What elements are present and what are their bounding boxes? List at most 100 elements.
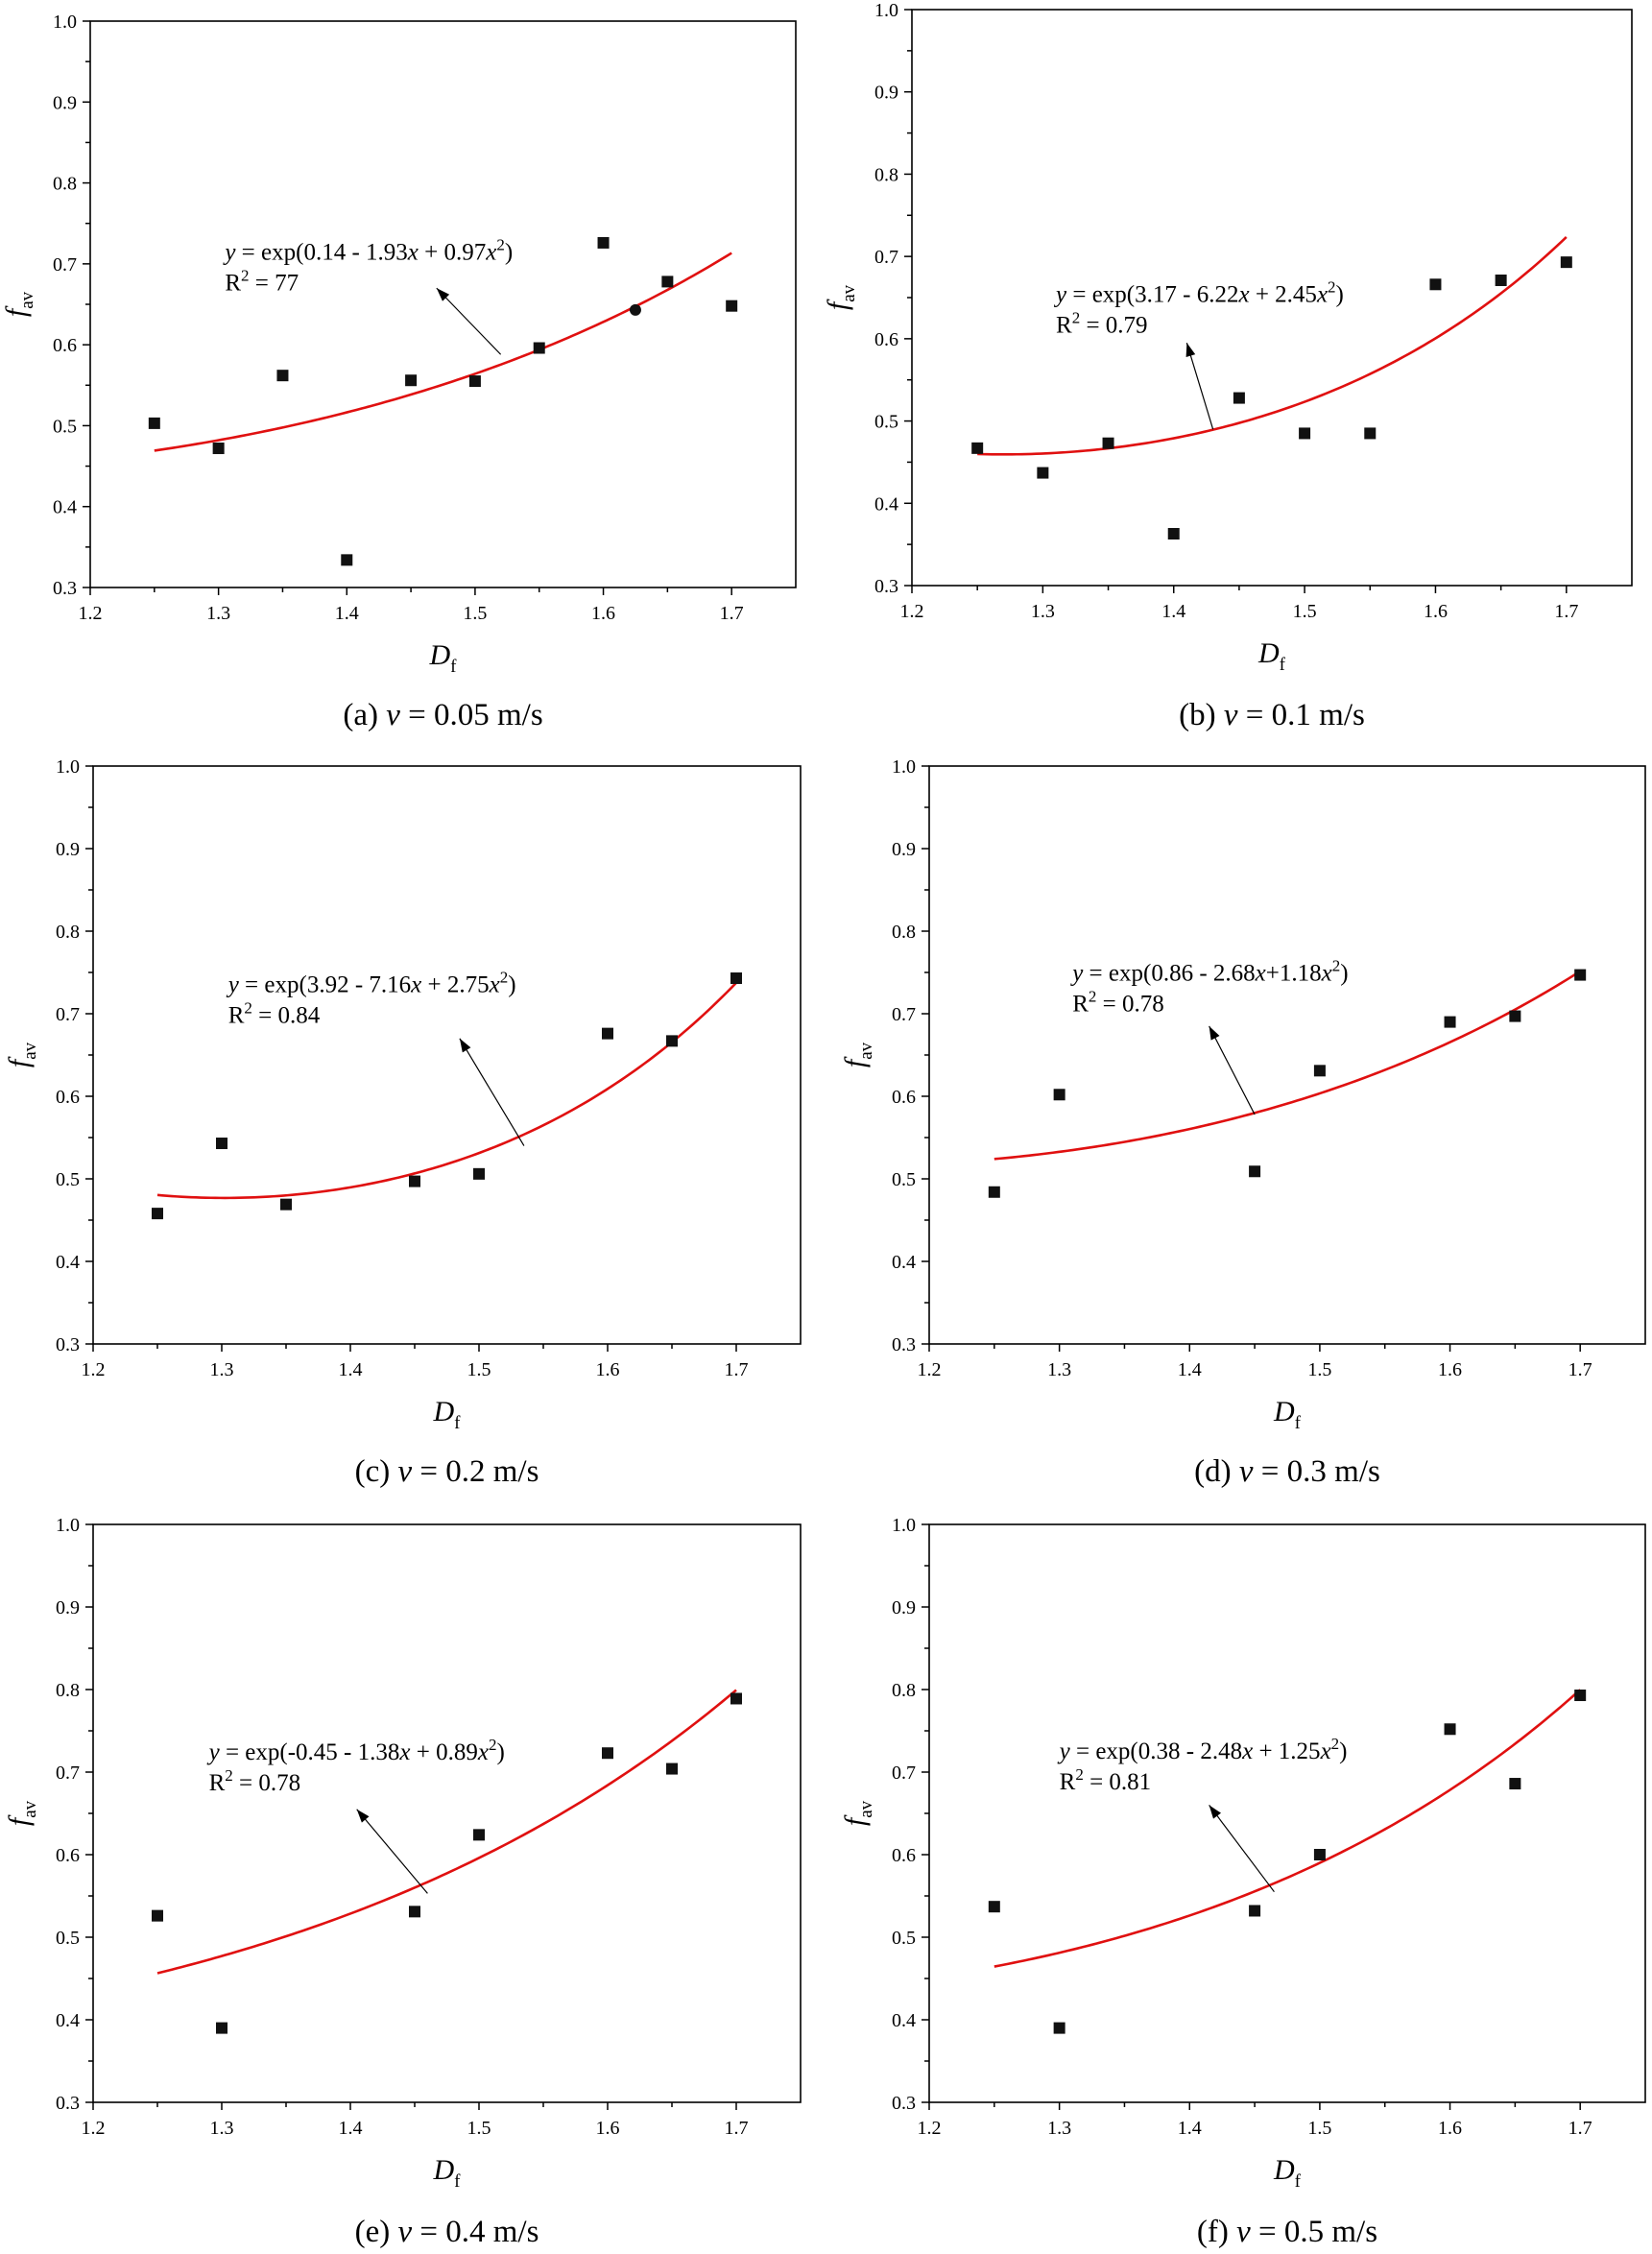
y-tick-label: 0.7 <box>892 1004 916 1025</box>
y-tick-label: 0.7 <box>892 1762 916 1784</box>
plot-frame <box>89 20 797 588</box>
y-tick-label: 0.8 <box>56 1680 80 1701</box>
data-point <box>216 1138 227 1150</box>
y-tick-label: 0.5 <box>56 1169 80 1190</box>
data-point <box>152 1909 163 1922</box>
x-tick-label: 1.2 <box>918 1359 942 1380</box>
x-tick-label: 1.3 <box>1031 601 1055 622</box>
y-tick-label: 0.8 <box>56 922 80 943</box>
arrow-head <box>436 288 450 301</box>
x-axis-title: Df <box>1273 2154 1302 2192</box>
data-point <box>988 1901 1000 1913</box>
data-point <box>666 1035 678 1047</box>
data-point <box>988 1186 1000 1198</box>
chart-panel: 1.2 1.3 1.4 1.5 1.6 1.7 0.3 0.4 0.5 0.6 0.7 0.8 0.9 1… <box>0 12 797 732</box>
y-tick-label: 0.4 <box>56 1252 80 1273</box>
chart-panel: 1.2 1.3 1.4 1.5 1.6 1.7 0.3 0.4 0.5 0.6 0.7 0.8 0.9 1… <box>3 1515 802 2249</box>
annotation-arrow <box>356 1809 428 1894</box>
data-point <box>1509 1010 1521 1022</box>
y-tick-label: 0.9 <box>56 839 80 860</box>
x-tick-label: 1.6 <box>1438 1359 1462 1380</box>
arrow-head <box>1209 1805 1221 1819</box>
y-axis-title: fav <box>3 1042 40 1067</box>
r-squared: R2 = 0.78 <box>1072 988 1164 1018</box>
chart-panel: 1.2 1.3 1.4 1.5 1.6 1.7 0.3 0.4 0.5 0.6 0.7 0.8 0.9 1… <box>839 756 1646 1489</box>
y-tick-label: 0.3 <box>892 1334 916 1355</box>
x-tick-label: 1.7 <box>1554 601 1578 622</box>
y-tick-label: 1.0 <box>892 1515 916 1536</box>
x-tick-label: 1.7 <box>725 2118 749 2139</box>
data-point <box>468 375 481 388</box>
x-tick-label: 1.2 <box>918 2118 942 2139</box>
y-tick-label: 0.4 <box>874 493 898 515</box>
y-axis-title: fav <box>839 1800 876 1826</box>
data-point <box>1037 467 1049 479</box>
data-point <box>409 1906 420 1918</box>
x-tick-label: 1.7 <box>1568 1359 1592 1380</box>
chart-panel: 1.2 1.3 1.4 1.5 1.6 1.7 0.3 0.4 0.5 0.6 0.7 0.8 0.9 1… <box>839 1515 1646 2249</box>
data-point <box>409 1175 420 1187</box>
fit-curve <box>156 981 737 1200</box>
data-point <box>1429 278 1442 291</box>
y-tick-label: 0.6 <box>892 1845 916 1866</box>
data-point <box>1444 1723 1456 1736</box>
y-axis: 0.3 0.4 0.5 0.6 0.7 0.8 0.9 1.0 <box>53 12 90 599</box>
y-tick-label: 0.7 <box>56 1762 80 1784</box>
arrow-head <box>356 1809 370 1823</box>
data-point <box>1167 528 1180 540</box>
x-tick-label: 1.5 <box>1293 601 1317 622</box>
y-tick-label: 1.0 <box>892 756 916 778</box>
x-tick-label: 1.5 <box>1307 1359 1331 1380</box>
y-tick-label: 0.5 <box>53 416 77 437</box>
fit-curve <box>156 1689 737 1975</box>
x-tick-label: 1.7 <box>1568 2118 1592 2139</box>
y-tick-label: 0.5 <box>892 1928 916 1949</box>
y-tick-label: 1.0 <box>874 0 898 21</box>
data-point <box>1053 1089 1065 1101</box>
x-tick-label: 1.7 <box>720 603 744 624</box>
data-point <box>1574 969 1587 981</box>
plot-frame <box>928 1523 1646 2103</box>
y-tick-label: 0.5 <box>874 412 898 433</box>
x-tick-label: 1.3 <box>1047 1359 1071 1380</box>
y-axis-title: fav <box>839 1042 876 1067</box>
y-axis-title: fav <box>822 284 859 310</box>
data-point <box>1233 392 1245 404</box>
x-tick-label: 1.2 <box>900 601 924 622</box>
y-tick-label: 0.3 <box>56 1334 80 1355</box>
annotation-arrow <box>1185 342 1214 430</box>
data-point <box>533 342 545 354</box>
y-tick-label: 0.4 <box>892 1252 916 1273</box>
x-tick-label: 1.7 <box>725 1359 749 1380</box>
data-point <box>602 1027 613 1040</box>
x-tick-label: 1.2 <box>82 1359 106 1380</box>
y-tick-label: 0.3 <box>53 578 77 599</box>
x-axis-title: Df <box>433 2154 462 2192</box>
y-axis-title: fav <box>0 291 37 317</box>
plot-frame <box>92 765 802 1345</box>
y-tick-label: 0.7 <box>53 254 77 276</box>
y-tick-label: 1.0 <box>53 12 77 33</box>
fit-equation: y = exp(3.17 - 6.22x + 2.45x2) <box>1053 277 1344 307</box>
x-tick-label: 1.5 <box>1307 2118 1331 2139</box>
y-tick-label: 0.8 <box>53 174 77 195</box>
data-point <box>629 303 641 316</box>
data-point <box>1364 427 1377 440</box>
y-tick-label: 0.9 <box>53 92 77 113</box>
y-tick-label: 0.6 <box>56 1087 80 1108</box>
x-tick-label: 1.4 <box>339 2118 363 2139</box>
y-tick-label: 0.6 <box>53 335 77 356</box>
x-tick-label: 1.6 <box>596 2118 620 2139</box>
data-point <box>597 236 610 249</box>
data-point <box>971 442 984 454</box>
r-squared: R2 = 0.81 <box>1060 1765 1152 1795</box>
data-point <box>726 300 738 312</box>
annotation-arrow <box>436 287 502 355</box>
y-axis: 0.3 0.4 0.5 0.6 0.7 0.8 0.9 1.0 <box>892 1515 929 2114</box>
data-point <box>212 443 225 455</box>
x-axis-title: Df <box>1257 637 1286 675</box>
x-tick-label: 1.4 <box>339 1359 363 1380</box>
y-tick-label: 0.6 <box>892 1087 916 1108</box>
data-point <box>1509 1778 1521 1790</box>
y-tick-label: 0.4 <box>892 2010 916 2031</box>
